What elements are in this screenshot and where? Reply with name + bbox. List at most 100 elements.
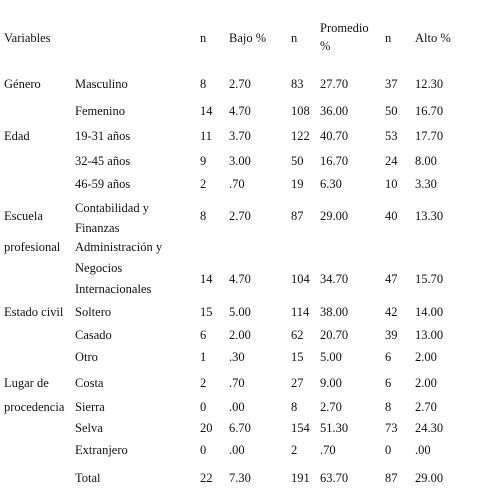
cell: 2.00 [229,328,251,342]
cell: 2 [200,177,207,191]
cell: 6 [200,328,207,342]
cell: 36.00 [320,104,349,118]
cell: 2.70 [320,400,342,414]
cell: 6 [385,376,392,390]
cell: .00 [229,443,245,457]
row-label: Masculino [75,77,128,91]
cell: 122 [291,129,310,143]
cell: 2.70 [415,400,437,414]
cell: 42 [385,305,398,319]
cell: 114 [291,305,310,319]
cell: 11 [200,129,213,143]
cell: 0 [200,400,207,414]
row-label: 19-31 años [75,129,131,143]
header-cell: n [200,31,207,45]
row-label: Femenino [75,104,125,118]
cell: 8.00 [415,154,437,168]
cell: 39 [385,328,398,342]
cell: 51.30 [320,421,349,435]
cell: .00 [229,400,245,414]
cell: 14 [200,272,213,286]
cell: 191 [291,471,310,485]
cell: 1 [200,350,207,364]
cell: 5.00 [229,305,251,319]
cell: 4.70 [229,272,251,286]
cell: 24.30 [415,421,444,435]
cell: 87 [291,209,304,223]
group-label: Lugar de procedencia [4,376,65,414]
row-label: 46-59 años [75,177,131,191]
cell: 34.70 [320,272,349,286]
cell: 108 [291,104,310,118]
cell: 62 [291,328,304,342]
cell: 83 [291,77,304,91]
row-label: Sierra [75,400,105,414]
cell: 40 [385,209,398,223]
cell: 27.70 [320,77,349,91]
cell: 15 [200,305,213,319]
cell: 6.30 [320,177,342,191]
cell: 104 [291,272,310,286]
row-label: Casado [75,328,112,342]
cell: 8 [200,77,207,91]
cell: 73 [385,421,398,435]
row-label: Administración y Negocios Internacionale… [75,240,163,296]
cell: 20 [200,421,213,435]
cell: 87 [385,471,398,485]
row-label: Costa [75,376,104,390]
cell: 22 [200,471,213,485]
cell: .70 [229,376,245,390]
cell: 154 [291,421,310,435]
cell: 2.00 [415,350,437,364]
cell: 19 [291,177,304,191]
cell: 9 [200,154,207,168]
cell: 3.70 [229,129,251,143]
header-cell: n [385,31,392,45]
cell: 15 [291,350,304,364]
row-label: Contabilidad y Finanzas [75,201,149,235]
cell: 0 [200,443,207,457]
cell: 4.70 [229,104,251,118]
cell: 6 [385,350,392,364]
cell: .70 [229,177,245,191]
cell: 2 [200,376,207,390]
cell: 24 [385,154,398,168]
header-cell: n [291,31,298,45]
row-label: 32-45 años [75,154,131,168]
cell: 7.30 [229,471,251,485]
cell: 50 [385,104,398,118]
cell: 2.00 [415,376,437,390]
cell: 8 [385,400,392,414]
cell: 2.70 [229,77,251,91]
cell: 9.00 [320,376,342,390]
row-label: Extranjero [75,443,128,457]
cell: 38.00 [320,305,349,319]
row-label: Otro [75,350,98,364]
cell: 16.70 [415,104,444,118]
cell: .70 [320,443,336,457]
cell: 29.00 [415,471,444,485]
cell: 40.70 [320,129,349,143]
cell: 6.70 [229,421,251,435]
cell: 3.00 [229,154,251,168]
row-label: Total [75,471,101,485]
cell: 37 [385,77,398,91]
cell: 12.30 [415,77,444,91]
row-label: Selva [75,421,103,435]
cell: 5.00 [320,350,342,364]
header-cell: Bajo % [229,31,267,45]
cell: 17.70 [415,129,444,143]
cell: .30 [229,350,245,364]
cell: 2.70 [229,209,251,223]
cell: 14 [200,104,213,118]
cell: 16.70 [320,154,349,168]
cell: 15.70 [415,272,444,286]
cell: 13.00 [415,328,444,342]
group-label: Género [4,77,41,91]
cell: 0 [385,443,392,457]
row-label: Soltero [75,305,112,319]
cell: 8 [291,400,298,414]
cell: 47 [385,272,398,286]
cell: 13.30 [415,209,444,223]
